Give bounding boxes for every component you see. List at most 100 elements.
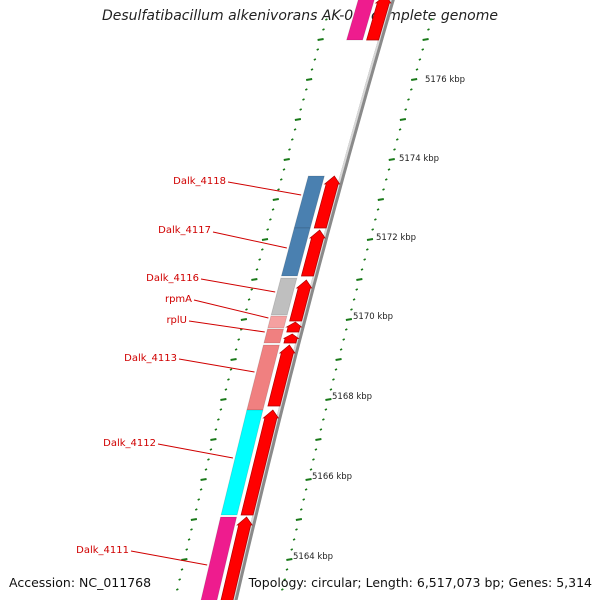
genome-summary-text: Topology: circular; Length: 6,517,073 bp…	[248, 575, 592, 590]
gene-label-dalk-4116: Dalk_4116	[146, 273, 199, 284]
outer-tick	[290, 548, 294, 551]
gene-block-dalk-4116	[270, 277, 298, 316]
outer-tick	[350, 308, 353, 311]
gene-block-rpma	[267, 315, 288, 329]
outer-tick	[371, 228, 375, 231]
scale-label-5164: 5164 kbp	[293, 552, 333, 562]
inner-tick	[204, 468, 208, 471]
inner-tick	[199, 488, 203, 491]
gene-arrow	[300, 229, 326, 277]
inner-tick	[251, 278, 258, 281]
gene-label-dalk-4112: Dalk_4112	[103, 438, 156, 449]
outer-tick	[387, 168, 391, 171]
inner-tick	[255, 268, 259, 271]
outer-tick	[344, 328, 348, 331]
inner-tick	[299, 108, 303, 111]
inner-tick	[207, 458, 210, 461]
outer-tick	[312, 458, 315, 461]
inner-tick	[227, 378, 230, 381]
gene-label-rpma: rpmA	[165, 294, 192, 305]
outer-tick	[430, 18, 433, 21]
inner-tick	[316, 48, 320, 51]
label-leader-line	[193, 299, 269, 319]
gene-block-dalk-4112	[220, 409, 264, 516]
outer-tick	[407, 98, 410, 101]
inner-tick	[317, 38, 324, 41]
map-title: Desulfatibacillum alkenivorans AK-01, co…	[101, 8, 499, 24]
scale-label-5168: 5168 kbp	[332, 392, 372, 402]
inner-tick	[305, 78, 313, 81]
inner-tick	[271, 208, 275, 211]
inner-tick	[272, 198, 279, 201]
outer-tick	[422, 38, 429, 41]
outer-tick	[329, 388, 333, 391]
gene-block-top-magenta	[346, 0, 375, 41]
inner-tick	[234, 348, 238, 351]
outer-tick	[285, 568, 289, 571]
outer-tick	[410, 78, 418, 81]
inner-tick	[269, 218, 272, 221]
outer-tick	[409, 88, 413, 91]
outer-tick	[334, 368, 338, 371]
inner-tick	[310, 68, 314, 71]
outer-tick	[395, 138, 399, 141]
backbone-shadow	[232, 0, 395, 600]
inner-tick	[175, 588, 179, 591]
outer-tick	[339, 348, 343, 351]
outer-tick	[376, 208, 380, 211]
outer-tick	[305, 478, 312, 481]
outer-tick	[427, 28, 430, 31]
inner-tick	[260, 248, 264, 251]
label-leader-line	[178, 358, 255, 373]
outer-tick	[324, 408, 328, 411]
gene-label-dalk-4117: Dalk_4117	[158, 225, 211, 236]
outer-tick	[345, 318, 353, 321]
inner-tick	[210, 438, 217, 441]
inner-tick	[283, 158, 290, 161]
outer-tick	[355, 288, 359, 291]
inner-tick	[304, 88, 308, 91]
outer-tick	[299, 508, 303, 511]
gene-arrow	[285, 321, 303, 333]
outer-tick	[335, 358, 342, 361]
gene-label-rplu: rplU	[166, 315, 187, 326]
label-leader-line	[227, 181, 302, 196]
outer-tick	[365, 248, 369, 251]
inner-tick	[258, 258, 262, 261]
inner-tick	[282, 168, 286, 171]
outer-tick	[384, 178, 388, 181]
label-leader-line	[188, 320, 265, 333]
outer-tick	[322, 418, 325, 421]
inner-tick	[266, 228, 270, 231]
label-leader-line	[212, 231, 287, 249]
inner-tick	[217, 418, 220, 421]
outer-tick	[393, 148, 396, 151]
inner-tick	[290, 138, 294, 141]
outer-tick	[374, 218, 377, 221]
outer-tick	[342, 338, 346, 341]
inner-tick	[209, 448, 213, 451]
outer-tick	[382, 188, 385, 191]
label-leader-line	[157, 443, 234, 459]
outer-tick	[295, 518, 303, 521]
gene-arrow	[240, 409, 280, 516]
outer-tick	[309, 468, 313, 471]
outer-tick	[325, 398, 332, 401]
outer-tick	[314, 448, 318, 451]
gene-label-dalk-4118: Dalk_4118	[173, 176, 226, 187]
label-leader-line	[200, 278, 276, 293]
inner-tick	[302, 98, 305, 101]
outer-tick	[360, 268, 364, 271]
outer-tick	[377, 198, 384, 201]
inner-tick	[245, 308, 248, 311]
outer-tick	[280, 588, 284, 591]
outer-tick	[352, 298, 356, 301]
inner-tick	[322, 28, 325, 31]
inner-tick	[214, 428, 218, 431]
inner-tick	[194, 508, 198, 511]
gene-arrow	[220, 516, 253, 600]
inner-tick	[279, 178, 283, 181]
outer-tick	[302, 498, 306, 501]
inner-tick	[240, 318, 248, 321]
